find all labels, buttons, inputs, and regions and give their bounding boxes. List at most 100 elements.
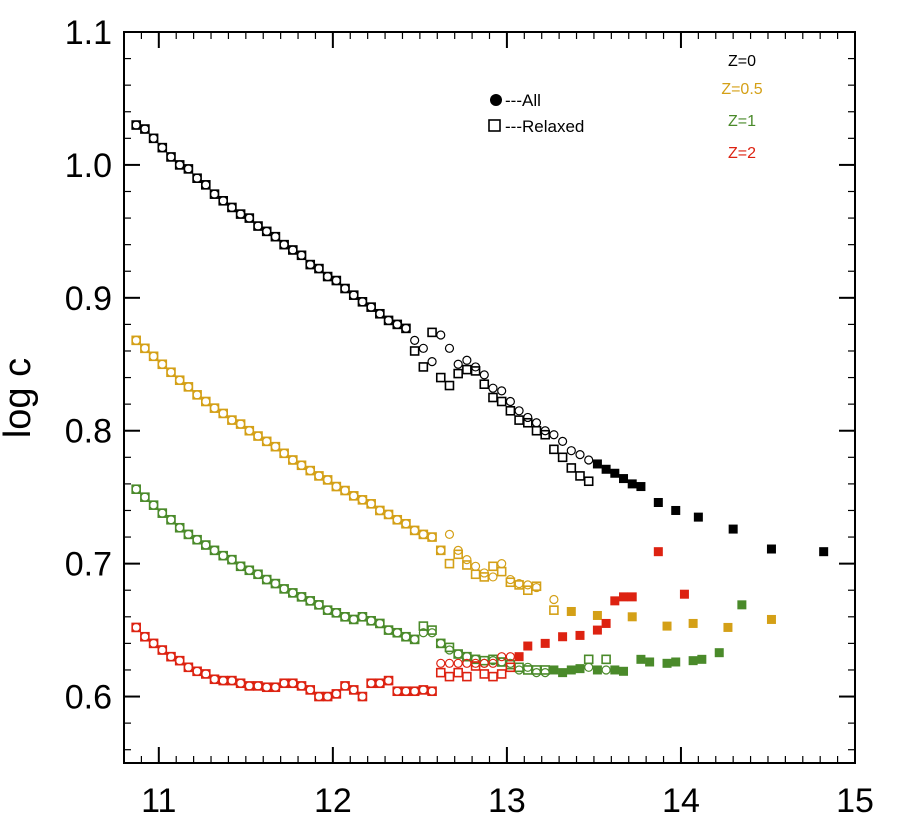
point-all-z05 bbox=[766, 614, 776, 624]
point-all-z2 bbox=[592, 625, 602, 635]
point-relaxed-z2 bbox=[131, 622, 141, 633]
point-all-z05 bbox=[392, 515, 402, 525]
point-all-z1 bbox=[427, 628, 437, 638]
point-all-z2 bbox=[653, 547, 663, 557]
point-relaxed-z0 bbox=[157, 142, 168, 153]
point-relaxed-z05 bbox=[435, 545, 446, 556]
point-relaxed-z05 bbox=[427, 532, 437, 542]
point-relaxed-z0 bbox=[409, 346, 420, 356]
point-all-z1 bbox=[401, 632, 411, 642]
point-all-z0 bbox=[314, 263, 324, 274]
legend-relaxed-label: ---Relaxed bbox=[505, 117, 584, 136]
point-all-z2 bbox=[523, 641, 533, 651]
point-all-z05 bbox=[140, 343, 150, 353]
point-relaxed-z0 bbox=[209, 189, 220, 199]
point-all-z0 bbox=[253, 221, 263, 231]
x-axis-ticks bbox=[140, 32, 856, 763]
point-relaxed-z05 bbox=[288, 455, 298, 465]
point-all-z1 bbox=[288, 588, 298, 598]
point-all-z1 bbox=[592, 665, 602, 675]
point-all-z05 bbox=[497, 559, 507, 569]
point-all-z1 bbox=[227, 555, 237, 565]
point-all-z0 bbox=[584, 455, 594, 465]
point-relaxed-z0 bbox=[201, 180, 211, 190]
point-all-z2 bbox=[610, 596, 620, 606]
point-relaxed-z0 bbox=[531, 425, 542, 436]
point-all-z2 bbox=[157, 645, 167, 655]
point-relaxed-z1 bbox=[157, 508, 168, 518]
point-all-z05 bbox=[244, 426, 254, 436]
point-relaxed-z0 bbox=[253, 221, 263, 231]
point-all-z05 bbox=[288, 455, 298, 465]
point-all-z05 bbox=[349, 491, 359, 501]
point-all-z05 bbox=[470, 561, 481, 571]
legend-open-square-marker bbox=[488, 119, 501, 132]
point-all-z0 bbox=[592, 459, 602, 469]
point-all-z0 bbox=[323, 271, 333, 282]
point-all-z2 bbox=[270, 682, 281, 692]
point-all-z1 bbox=[619, 666, 629, 676]
point-relaxed-z1 bbox=[192, 534, 202, 545]
point-all-z0 bbox=[610, 468, 620, 478]
point-all-z1 bbox=[209, 545, 220, 555]
point-relaxed-z2 bbox=[505, 662, 516, 673]
point-all-z1 bbox=[218, 551, 228, 561]
point-relaxed-z2 bbox=[488, 671, 498, 682]
point-all-z0 bbox=[575, 450, 585, 460]
point-all-z2 bbox=[627, 592, 637, 602]
point-all-z0 bbox=[192, 173, 202, 183]
point-all-z1 bbox=[383, 625, 394, 635]
point-all-z2 bbox=[331, 689, 341, 699]
point-all-z1 bbox=[375, 618, 385, 629]
y-axis-label: log c bbox=[0, 358, 39, 438]
point-all-z05 bbox=[175, 375, 185, 385]
point-relaxed-z2 bbox=[479, 669, 490, 679]
point-relaxed-z1 bbox=[375, 618, 385, 629]
point-all-z1 bbox=[714, 648, 724, 658]
point-all-z0 bbox=[453, 359, 463, 369]
point-relaxed-z1 bbox=[427, 625, 437, 635]
point-all-z1 bbox=[131, 484, 141, 494]
point-all-z05 bbox=[366, 499, 376, 509]
point-relaxed-z05 bbox=[174, 375, 185, 386]
point-relaxed-z05 bbox=[366, 499, 376, 509]
point-all-z0 bbox=[401, 323, 411, 333]
point-all-z0 bbox=[531, 418, 542, 428]
point-all-z2 bbox=[253, 681, 263, 691]
point-all-z05 bbox=[462, 555, 472, 565]
point-relaxed-z1 bbox=[131, 484, 141, 495]
legend-markers: ---All ---Relaxed bbox=[488, 91, 584, 136]
point-all-z05 bbox=[157, 359, 167, 369]
point-all-z2 bbox=[540, 638, 550, 648]
point-relaxed-z0 bbox=[183, 164, 194, 174]
point-relaxed-z2 bbox=[453, 667, 463, 678]
point-all-z0 bbox=[488, 383, 498, 393]
y-tick-label: 0.7 bbox=[65, 546, 112, 584]
point-relaxed-z0 bbox=[462, 364, 472, 375]
point-all-z2 bbox=[436, 658, 446, 668]
point-relaxed-z05 bbox=[235, 419, 246, 429]
point-all-z1 bbox=[183, 529, 193, 539]
point-relaxed-z2 bbox=[201, 669, 211, 679]
point-all-z0 bbox=[279, 240, 289, 250]
point-all-z0 bbox=[175, 160, 185, 170]
point-relaxed-z2 bbox=[157, 645, 168, 655]
point-relaxed-z0 bbox=[192, 173, 202, 183]
point-all-z2 bbox=[514, 652, 524, 662]
point-all-z0 bbox=[462, 355, 472, 365]
point-all-z1 bbox=[262, 574, 272, 585]
point-relaxed-z0 bbox=[279, 239, 289, 250]
point-all-z0 bbox=[262, 226, 272, 236]
point-relaxed-z05 bbox=[531, 581, 542, 592]
point-relaxed-z0 bbox=[331, 275, 342, 286]
x-axis-tick-labels: 11 12 13 14 15 bbox=[141, 782, 874, 816]
point-relaxed-z2 bbox=[331, 689, 342, 699]
point-all-z0 bbox=[427, 357, 437, 367]
point-relaxed-z05 bbox=[261, 436, 272, 447]
point-all-z0 bbox=[497, 386, 507, 396]
point-all-z05 bbox=[262, 436, 272, 446]
point-relaxed-z0 bbox=[444, 380, 455, 391]
point-all-z2 bbox=[192, 666, 202, 676]
point-all-z2 bbox=[166, 652, 176, 662]
point-all-z2 bbox=[601, 618, 611, 628]
